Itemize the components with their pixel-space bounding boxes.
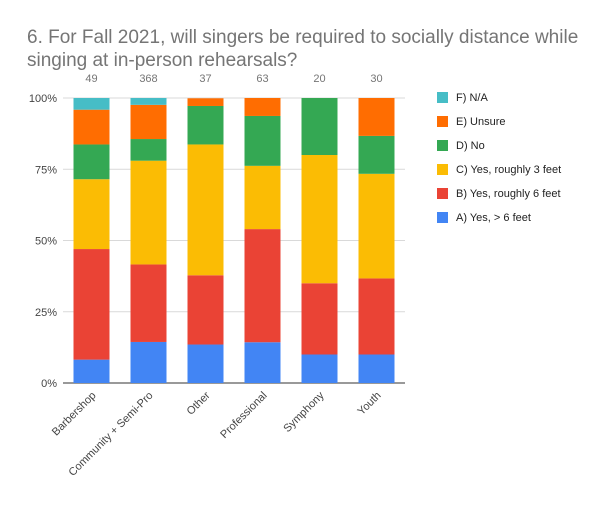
bar-segment (244, 115, 281, 166)
x-tick-label: Other (185, 389, 213, 417)
bar-segment (358, 173, 395, 279)
bar-segment (187, 98, 224, 106)
bar-segment (358, 354, 395, 383)
bar-segment (73, 249, 110, 360)
bar-segment (244, 98, 281, 116)
x-tick-label: Youth (356, 390, 384, 418)
gridlines (63, 97, 405, 384)
bar-segment (301, 155, 338, 284)
bars (73, 98, 395, 383)
x-tick-label: Barbershop (50, 390, 99, 439)
bar-segment (73, 98, 110, 110)
bar-total-label: 368 (139, 73, 157, 85)
y-tick-label: 75% (35, 164, 57, 176)
bar-segment (244, 342, 281, 383)
bar-segment (301, 283, 338, 355)
bar-segment (358, 98, 395, 136)
y-tick-label: 0% (41, 378, 57, 390)
bar-total-label: 63 (256, 73, 268, 85)
legend-label: E) Unsure (456, 116, 506, 128)
bar-segment (130, 98, 167, 105)
legend-label: D) No (456, 140, 485, 152)
bar-segment (187, 344, 224, 383)
bar-segment (187, 144, 224, 276)
bar-segment (73, 109, 110, 145)
bar-segment (301, 98, 338, 155)
y-tick-label: 50% (35, 236, 57, 248)
bar-total-label: 30 (370, 73, 382, 85)
legend-label: F) N/A (456, 92, 488, 104)
x-tick-label: Professional (218, 390, 269, 441)
bar-total-label: 49 (85, 73, 97, 85)
legend: F) N/A E) Unsure D) No C) Yes, roughly 3 fe… (437, 92, 561, 224)
legend-swatch (437, 140, 448, 151)
legend-swatch (437, 116, 448, 127)
bar-segment (73, 144, 110, 180)
legend-swatch (437, 188, 448, 199)
bar-segment (358, 135, 395, 174)
y-tick-label: 100% (29, 93, 57, 105)
bar-total-label: 20 (313, 73, 325, 85)
legend-label: C) Yes, roughly 3 feet (456, 164, 561, 176)
bar-segment (130, 104, 167, 140)
x-tick-label: Symphony (281, 389, 327, 435)
bar-segment (130, 264, 167, 342)
bar-segment (187, 275, 224, 345)
legend-label: A) Yes, > 6 feet (456, 212, 531, 224)
legend-swatch (437, 92, 448, 103)
legend-label: B) Yes, roughly 6 feet (456, 188, 561, 200)
y-axis-ticks: 0% 25% 50% 75% 100% (29, 93, 57, 390)
bar-segment (358, 278, 395, 355)
bar-totals: 49 368 37 63 20 30 (85, 73, 382, 85)
bar-segment (244, 229, 281, 343)
bar-segment (73, 359, 110, 383)
y-tick-label: 25% (35, 307, 57, 319)
bar-segment (130, 160, 167, 265)
bar-segment (244, 165, 281, 230)
legend-swatch (437, 164, 448, 175)
bar-segment (130, 341, 167, 383)
bar-segment (301, 354, 338, 383)
chart-title: 6. For Fall 2021, will singers be requir… (27, 27, 579, 71)
bar-segment (187, 105, 224, 145)
legend-swatch (437, 212, 448, 223)
bar-total-label: 37 (199, 73, 211, 85)
bar-segment (73, 179, 110, 250)
bar-segment (130, 139, 167, 161)
